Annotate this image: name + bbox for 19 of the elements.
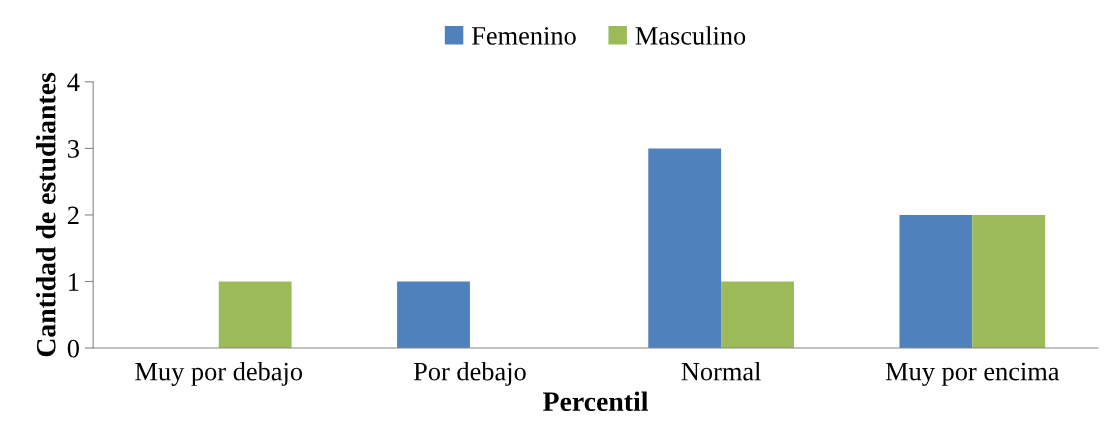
bar (899, 214, 973, 349)
x-tick-label: Muy por debajo (135, 361, 303, 386)
x-tick-label: Por debajo (413, 361, 526, 386)
x-axis-title: Percentil (543, 391, 649, 412)
y-tick-label: 2 (67, 206, 79, 225)
legend-label: Femenino (471, 27, 576, 45)
bar (218, 281, 292, 349)
y-tick-label: 3 (68, 140, 79, 158)
bar (721, 281, 794, 349)
y-tick-label: 0 (67, 339, 79, 358)
bar (397, 281, 470, 349)
y-tick-label: 1 (69, 273, 79, 291)
x-tick-label: Muy por encima (885, 362, 1060, 386)
x-tick-label: Normal (681, 361, 761, 381)
bar (972, 214, 1046, 349)
legend-label: Masculino (635, 26, 746, 45)
y-tick-label: 4 (67, 73, 80, 91)
bar (648, 148, 722, 349)
y-axis-title: Cantidad de estudiantes (36, 72, 56, 357)
